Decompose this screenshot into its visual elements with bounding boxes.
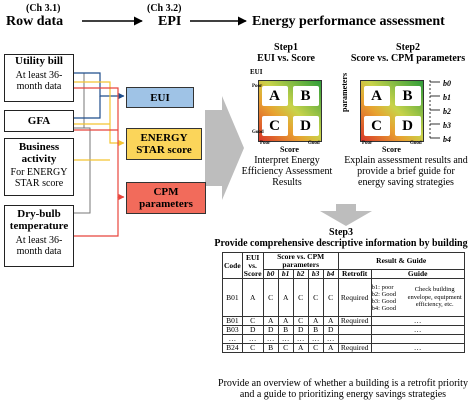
epi-energy-star-box: ENERGY STAR score bbox=[126, 128, 202, 160]
step1-y-good: Good bbox=[252, 130, 264, 135]
result-table: Code EUI vs. Score Score vs. CPM paramet… bbox=[222, 252, 465, 353]
input-title: Utility bill bbox=[15, 55, 63, 67]
input-sub: At least 36-month data bbox=[15, 235, 63, 257]
table-cell: A bbox=[292, 343, 309, 353]
input-business-activity: Business activity For ENERGY STAR score bbox=[4, 138, 74, 196]
step1-x-good: Good bbox=[308, 141, 320, 146]
table-cell: … bbox=[370, 343, 465, 353]
step1-matrix: A B C D bbox=[258, 80, 322, 142]
input-title: Business activity bbox=[18, 141, 60, 165]
table-cell: A bbox=[322, 343, 339, 353]
step3-title: Step3 Provide comprehensive descriptive … bbox=[210, 227, 472, 249]
table-cell: B bbox=[262, 343, 279, 353]
cell-a: A bbox=[261, 86, 288, 106]
th-b0: b0 bbox=[262, 269, 279, 279]
header-energy-assessment: Energy performance assessment bbox=[252, 14, 445, 29]
table-cell: B24 bbox=[222, 343, 243, 353]
table-cell: A bbox=[277, 278, 294, 317]
th-score-cpm: Score vs. CPM parameters bbox=[262, 252, 339, 270]
table-cell: … bbox=[370, 325, 465, 335]
th-result: Result & Guide bbox=[337, 252, 465, 270]
param-b1: b1 bbox=[443, 93, 451, 102]
table-cell: A bbox=[241, 278, 264, 317]
cell-b: B bbox=[292, 86, 319, 106]
table-cell: C bbox=[262, 278, 279, 317]
table-cell: Required bbox=[337, 316, 372, 326]
cell-c: C bbox=[363, 116, 390, 136]
step1-xlabel: Score bbox=[280, 145, 299, 154]
step2-label: Step2 bbox=[396, 42, 420, 53]
input-title: GFA bbox=[27, 115, 51, 127]
guide-left: b1: poor b2: Good b3: Good b4: Good bbox=[371, 283, 397, 312]
step2-matrix: A B C D bbox=[360, 80, 424, 142]
step3-footer: Provide an overview of whether a buildin… bbox=[218, 378, 468, 400]
table-cell: C bbox=[277, 343, 294, 353]
epi-eui-box: EUI bbox=[126, 87, 194, 108]
th-b3: b3 bbox=[307, 269, 324, 279]
param-b3: b3 bbox=[443, 121, 451, 130]
header-epi: EPI bbox=[158, 14, 182, 29]
th-retrofit: Retrofit bbox=[337, 269, 372, 279]
table-cell bbox=[337, 325, 372, 335]
step2-title: Step2 Score vs. CPM parameters bbox=[348, 42, 468, 64]
step1-desc: Interpret Energy Efficiency Assessment R… bbox=[241, 155, 333, 188]
guide-right: Check building envelope, equipment effic… bbox=[407, 286, 462, 309]
th-guide: Guide bbox=[370, 269, 465, 279]
header-row-data: Row data bbox=[6, 14, 64, 29]
param-b4: b4 bbox=[443, 135, 451, 144]
table-cell: Required bbox=[337, 343, 372, 353]
param-list: b0 b1 b2 b3 b4 bbox=[443, 77, 451, 147]
step1-x-poor: Poor bbox=[260, 141, 271, 146]
table-cell: B01 bbox=[222, 278, 243, 317]
step1-ylabel: EUI bbox=[250, 68, 263, 76]
step3-label: Step3 bbox=[329, 227, 353, 238]
table-cell: C bbox=[292, 278, 309, 317]
input-dry-bulb: Dry-bulb temperature At least 36-month d… bbox=[4, 205, 74, 267]
cell-b: B bbox=[394, 86, 421, 106]
epi-cpm-box: CPM parameters bbox=[126, 182, 206, 214]
th-b4: b4 bbox=[322, 269, 339, 279]
table-cell-guide: b1: poor b2: Good b3: Good b4: Good Chec… bbox=[370, 278, 465, 317]
th-b2: b2 bbox=[292, 269, 309, 279]
param-bracket bbox=[429, 80, 440, 140]
table-cell: C bbox=[307, 343, 324, 353]
input-sub: For ENERGY STAR score bbox=[10, 167, 68, 189]
param-b2: b2 bbox=[443, 107, 451, 116]
header-ch31: (Ch 3.1) bbox=[26, 3, 61, 14]
table-cell: C bbox=[241, 343, 264, 353]
step2-desc: Explain assessment results and provide a… bbox=[344, 155, 468, 188]
step1-title: Step1 EUI vs. Score bbox=[236, 42, 336, 64]
cell-c: C bbox=[261, 116, 288, 136]
step2-xlabel: Score bbox=[382, 145, 401, 154]
cell-d: D bbox=[292, 116, 319, 136]
step1-label: Step1 bbox=[274, 42, 298, 53]
step1-y-poor: Poor bbox=[252, 84, 263, 89]
table-cell: C bbox=[307, 278, 324, 317]
cell-d: D bbox=[394, 116, 421, 136]
step2-x-poor: Poor bbox=[362, 141, 373, 146]
cell-a: A bbox=[363, 86, 390, 106]
th-eui: EUI vs. Score bbox=[241, 252, 264, 279]
step1-subtitle: EUI vs. Score bbox=[257, 53, 315, 64]
th-code: Code bbox=[222, 252, 243, 279]
input-utility-bill: Utility bill At least 36-month data bbox=[4, 54, 74, 102]
step3-subtitle: Provide comprehensive descriptive inform… bbox=[214, 238, 468, 249]
param-b0: b0 bbox=[443, 79, 451, 88]
step2-ylabel: parameters bbox=[340, 72, 349, 112]
step2-x-good: Good bbox=[410, 141, 422, 146]
th-b1: b1 bbox=[277, 269, 294, 279]
result-table-wrap: Code EUI vs. Score Score vs. CPM paramet… bbox=[222, 252, 465, 353]
big-arrow-right bbox=[205, 96, 244, 200]
header-ch32: (Ch 3.2) bbox=[147, 3, 182, 14]
input-gfa: GFA bbox=[4, 110, 74, 132]
table-cell: C bbox=[322, 278, 339, 317]
input-title: Dry-bulb temperature bbox=[9, 208, 69, 232]
table-cell: Required bbox=[337, 278, 372, 317]
step2-subtitle: Score vs. CPM parameters bbox=[350, 53, 466, 64]
input-sub: At least 36-month data bbox=[15, 70, 63, 92]
